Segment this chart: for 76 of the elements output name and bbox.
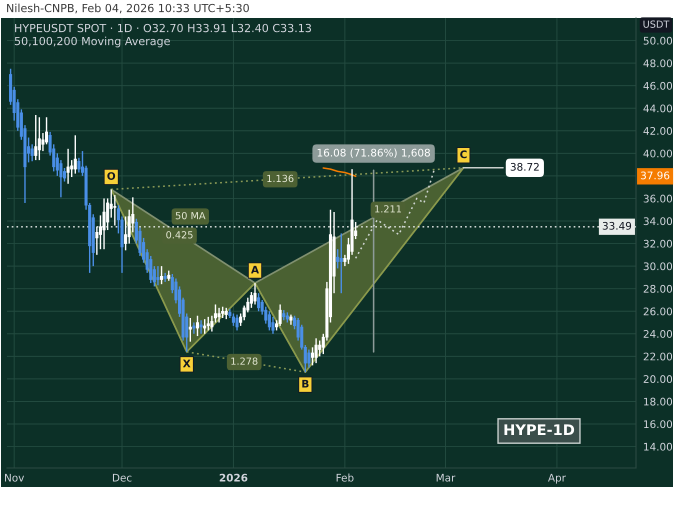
candlestick xyxy=(232,312,235,327)
y-tick-label: 28.00 xyxy=(644,284,672,293)
candlestick xyxy=(314,338,318,364)
y-tick-label: 30.00 xyxy=(644,262,672,270)
data-label: B xyxy=(302,380,309,388)
candlestick xyxy=(224,307,228,320)
candlestick xyxy=(289,314,292,326)
y-tick-label: 44.00 xyxy=(643,104,672,112)
x-tick-label: Feb xyxy=(336,474,354,482)
text: Nilesh-CNPB, Feb 04, 2026 10:33 UTC+5:30 xyxy=(7,4,249,14)
y-tick-label: 50.00 xyxy=(644,36,672,45)
candlestick xyxy=(102,198,106,250)
y-axis-title: USDT xyxy=(643,20,670,28)
candlestick xyxy=(218,307,221,324)
annotation: 0.425 xyxy=(166,231,193,238)
x-tick-label: 2026 xyxy=(220,474,248,482)
annotation: 1.278 xyxy=(231,357,258,365)
candlestick xyxy=(278,304,282,327)
candlestick xyxy=(113,194,116,226)
candlestick xyxy=(206,316,210,332)
y-tick-label: 18.00 xyxy=(644,398,672,406)
y-tick-label: 40.00 xyxy=(643,150,672,158)
y-tick-label: 24.00 xyxy=(644,330,672,338)
candlestick xyxy=(66,148,70,184)
x-tick-label: Mar xyxy=(436,474,456,482)
candlestick xyxy=(74,134,77,174)
x-tick-label: Apr xyxy=(548,474,566,484)
candlestick xyxy=(307,348,310,368)
candlestick xyxy=(38,116,41,161)
data-label: C xyxy=(460,150,467,158)
candlestick xyxy=(310,346,314,366)
x-tick-label: Dec xyxy=(112,474,132,482)
candlestick xyxy=(200,320,203,334)
data-label: X xyxy=(182,360,191,368)
y-tick-label: 42.00 xyxy=(643,127,672,135)
candlestick xyxy=(192,322,196,334)
annotation: 37.96 xyxy=(640,171,670,180)
y-tick-label: 22.00 xyxy=(644,352,672,360)
annotation: 1.136 xyxy=(267,174,294,182)
candlestick xyxy=(253,282,257,306)
candlestick xyxy=(196,315,200,337)
candlestick xyxy=(286,312,289,324)
y-tick-label: 46.00 xyxy=(643,82,672,90)
y-tick-label: 36.00 xyxy=(644,194,672,203)
y-tick-label: 48.00 xyxy=(643,59,672,68)
chart-title: HYPEUSDT SPOT · 1D · O32.70 H33.91 L32.40 C33.13 xyxy=(15,24,312,32)
annotation: HYPE-1D xyxy=(504,424,574,436)
text: 50,100,200 Moving Average xyxy=(14,36,170,48)
data-label: O xyxy=(107,172,116,180)
annotation: 1.211 xyxy=(375,205,402,212)
ref-line-label: 33.49 xyxy=(602,222,632,230)
y-tick-label: 14.00 xyxy=(644,442,672,451)
annotation: 50 MA xyxy=(176,212,206,220)
candlestick xyxy=(156,265,160,286)
candlestick xyxy=(257,292,260,312)
data-label: A xyxy=(251,266,259,274)
candlestick xyxy=(340,232,343,294)
candlestick xyxy=(268,310,271,332)
candlestick xyxy=(203,318,206,334)
line-series xyxy=(322,167,356,178)
candlestick xyxy=(164,272,167,283)
candlestick xyxy=(167,270,170,282)
candlestick xyxy=(282,309,286,321)
y-tick-label: 20.00 xyxy=(644,375,672,384)
annotation: 16.08 (71.86%) 1,608 xyxy=(318,148,430,158)
candlestick xyxy=(34,114,38,161)
candlestick xyxy=(221,306,224,319)
candlestick xyxy=(188,317,192,342)
y-tick-label: 26.00 xyxy=(644,307,672,316)
candlestick xyxy=(160,265,164,285)
candlestick xyxy=(235,314,239,332)
y-tick-label: 32.00 xyxy=(644,240,672,248)
y-tick-label: 34.00 xyxy=(644,217,672,226)
x-tick-label: Nov xyxy=(5,474,24,482)
data-label: 38.72 xyxy=(510,162,539,171)
y-tick-label: 16.00 xyxy=(644,420,672,428)
